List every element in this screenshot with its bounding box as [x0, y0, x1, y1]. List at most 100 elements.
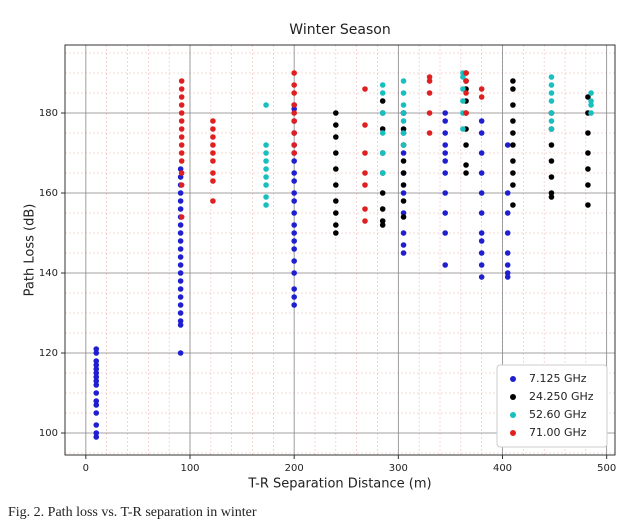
data-point — [178, 214, 185, 220]
data-point — [400, 242, 407, 248]
data-point — [400, 230, 407, 236]
data-point — [178, 118, 185, 124]
data-point — [400, 158, 407, 164]
data-point — [210, 198, 216, 204]
data-point — [400, 190, 407, 196]
data-point — [548, 110, 555, 116]
data-point — [362, 150, 368, 156]
data-point — [177, 310, 184, 316]
data-point — [463, 170, 469, 176]
data-point — [177, 270, 184, 276]
data-point — [588, 90, 594, 96]
data-point — [291, 118, 297, 124]
data-point — [93, 370, 100, 376]
data-point — [442, 262, 449, 268]
data-point — [548, 194, 555, 200]
data-point — [379, 110, 386, 116]
data-point — [291, 258, 297, 264]
data-point — [93, 382, 100, 388]
data-point — [510, 182, 516, 188]
data-point — [510, 202, 516, 208]
data-point — [585, 94, 591, 100]
data-point — [442, 158, 449, 164]
data-point — [333, 122, 339, 128]
data-point — [379, 170, 386, 176]
data-point — [291, 102, 297, 108]
data-point — [478, 170, 485, 176]
x-tick-label: 100 — [180, 463, 199, 474]
x-tick-label: 200 — [285, 463, 304, 474]
data-point — [177, 350, 184, 356]
data-point — [178, 134, 185, 140]
data-point — [442, 110, 449, 116]
data-point — [463, 110, 469, 116]
data-point — [263, 194, 269, 200]
y-tick-label: 160 — [39, 188, 58, 199]
data-point — [426, 130, 433, 136]
x-tick-label: 300 — [389, 463, 408, 474]
data-point — [548, 158, 555, 164]
data-point — [178, 170, 185, 176]
data-point — [379, 206, 386, 212]
data-point — [178, 102, 185, 108]
data-point — [400, 78, 407, 84]
data-point — [177, 246, 184, 252]
chart-title: Winter Season — [289, 22, 390, 38]
data-point — [478, 86, 485, 92]
y-tick-label: 100 — [39, 428, 58, 439]
data-point — [379, 82, 386, 88]
data-point — [362, 218, 368, 224]
data-point — [291, 90, 297, 96]
data-point — [504, 250, 511, 256]
data-point — [426, 78, 433, 84]
data-point — [177, 322, 184, 328]
y-tick-label: 180 — [39, 108, 58, 119]
data-point — [504, 230, 511, 236]
data-point — [585, 130, 591, 136]
data-point — [93, 350, 100, 356]
data-point — [379, 190, 386, 196]
data-point — [510, 78, 516, 84]
data-point — [510, 86, 516, 92]
data-point — [291, 110, 297, 116]
data-point — [263, 182, 269, 188]
data-point — [210, 150, 216, 156]
data-point — [291, 270, 297, 276]
data-point — [548, 74, 555, 80]
data-point — [362, 170, 368, 176]
data-point — [291, 302, 297, 308]
data-point — [178, 182, 185, 188]
legend-marker — [510, 394, 516, 400]
data-point — [263, 166, 269, 172]
data-point — [442, 190, 449, 196]
data-point — [178, 150, 185, 156]
data-point — [177, 318, 184, 324]
y-axis-label: Path Loss (dB) — [23, 204, 38, 297]
data-point — [548, 126, 555, 132]
data-point — [93, 434, 100, 440]
legend-marker — [510, 430, 516, 436]
data-point — [548, 190, 555, 196]
data-point — [93, 346, 100, 352]
data-point — [177, 294, 184, 300]
data-point — [333, 198, 339, 204]
data-point — [291, 158, 297, 164]
data-point — [291, 82, 297, 88]
data-point — [93, 422, 100, 428]
data-point — [93, 430, 100, 436]
data-point — [263, 150, 269, 156]
data-point — [478, 274, 485, 280]
data-point — [362, 86, 368, 92]
data-point — [362, 206, 368, 212]
data-point — [93, 378, 100, 384]
data-point — [210, 158, 216, 164]
data-point — [478, 250, 485, 256]
data-point — [585, 166, 591, 172]
data-point — [548, 142, 555, 148]
data-point — [400, 170, 407, 176]
data-point — [93, 366, 100, 372]
data-point — [333, 134, 339, 140]
data-point — [588, 110, 594, 116]
data-point — [400, 126, 407, 132]
data-point — [379, 130, 386, 136]
